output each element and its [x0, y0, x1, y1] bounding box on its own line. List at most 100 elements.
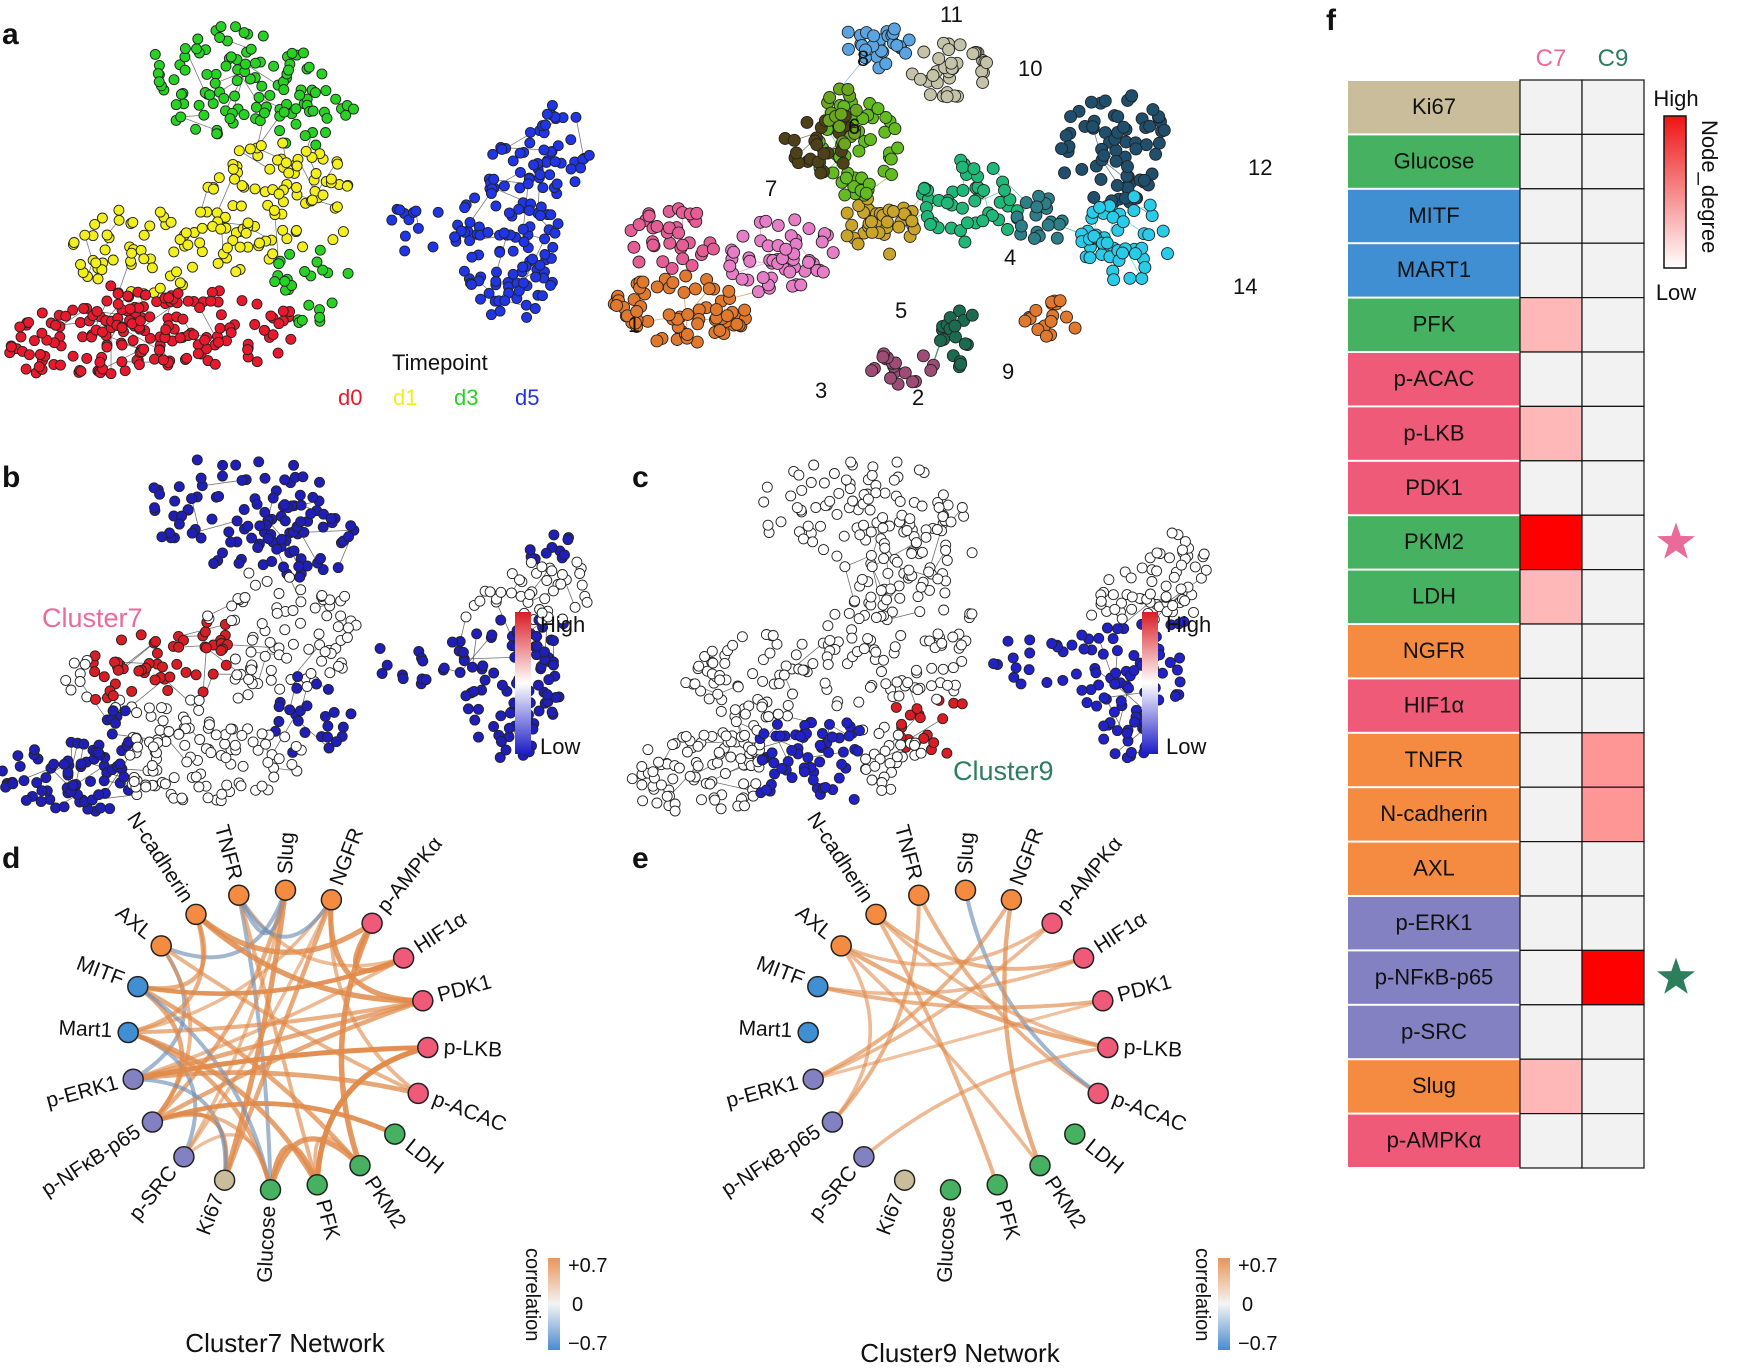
node-label: p-AMPKα: [373, 833, 448, 918]
row-label-box: [1348, 244, 1520, 297]
node-tnfr: [228, 884, 250, 906]
cell-c9: [1581, 1058, 1645, 1115]
node-label: HIF1α: [1090, 907, 1151, 958]
cell-c7: [1519, 188, 1583, 244]
node-tnfr: [908, 884, 930, 906]
cell-c9: [1581, 79, 1645, 136]
cluster9-highlight-graph: [626, 456, 1212, 817]
cell-c9: [1581, 732, 1645, 788]
node-mart1: [117, 1021, 139, 1044]
node-label: p-LKB: [1123, 1036, 1182, 1062]
corr-min-e: −0.7: [1238, 1333, 1277, 1355]
cluster7-highlight-graph: [0, 454, 593, 817]
node-label: LDH: [1081, 1135, 1128, 1179]
panel-label-c: c: [632, 461, 649, 494]
cluster-number-10: 10: [1018, 56, 1042, 81]
timepoint-legend: d0 d1 d3 d5: [338, 385, 539, 410]
cell-c9: [1581, 242, 1645, 299]
node-label: MITF: [753, 952, 807, 991]
node-label: p-SRC: [125, 1161, 182, 1224]
heatmap-row: AXL: [1348, 840, 1645, 897]
colorbar-c: [1142, 612, 1158, 754]
row-label: MITF: [1408, 203, 1459, 228]
node-p-erk1: [802, 1068, 824, 1090]
node-mitf: [807, 975, 829, 998]
heatmap-row: HIF1α: [1348, 677, 1645, 734]
node-label: AXL: [111, 901, 156, 944]
node-label: PKM2: [360, 1172, 410, 1232]
node-label: p-ERK1: [44, 1071, 121, 1112]
node-label: Glucose: [253, 1205, 280, 1283]
node-ngfr: [1000, 889, 1023, 911]
node-label: HIF1α: [410, 907, 471, 958]
cluster-number-2: 2: [912, 385, 924, 410]
node-hif1-: [1072, 947, 1095, 969]
node-pfk: [986, 1174, 1008, 1196]
node-label: PFK: [991, 1197, 1024, 1242]
cell-c9: [1581, 623, 1645, 680]
cell-c7: [1519, 895, 1583, 952]
cluster9-network-title: Cluster9 Network: [860, 1338, 1060, 1368]
cell-c7: [1519, 242, 1583, 299]
node-label: p-ACAC: [1109, 1087, 1189, 1136]
colorbar-c-high: High: [1166, 612, 1211, 637]
heatmap-row: Ki67: [1348, 79, 1645, 136]
cell-c9: [1581, 786, 1645, 843]
timepoint-network-graph: [4, 21, 595, 380]
node-ngfr: [320, 889, 343, 911]
node-p-ampk-: [1041, 912, 1063, 934]
node-degree-low: Low: [1656, 280, 1696, 305]
node-label: p-ERK1: [724, 1071, 801, 1112]
heatmap-row: p-LKB: [1348, 405, 1645, 462]
cell-c7: [1519, 79, 1583, 136]
node-label: p-ACAC: [429, 1087, 509, 1136]
cluster-number-3: 3: [815, 378, 827, 403]
panel-label-e: e: [632, 842, 649, 875]
node-p-src: [173, 1146, 195, 1168]
row-label: MART1: [1397, 257, 1471, 282]
corr-title-d: correlation: [521, 1248, 543, 1341]
node-p-erk1: [122, 1068, 144, 1090]
cell-c9: [1581, 949, 1645, 1006]
row-label-box: [1348, 189, 1520, 243]
row-label-box: [1348, 81, 1520, 134]
node-label: MITF: [73, 952, 127, 991]
star-icon: [1657, 522, 1695, 559]
row-label-box: [1348, 1005, 1520, 1059]
cell-c9: [1581, 677, 1645, 734]
cell-c7: [1519, 949, 1583, 1006]
row-label: p-SRC: [1401, 1019, 1467, 1044]
node-label: N-cadherin: [122, 808, 197, 907]
heatmap-row: PFK: [1348, 297, 1645, 353]
cluster-number-9: 9: [1002, 359, 1014, 384]
cell-c7: [1519, 623, 1583, 680]
node-hif1-: [392, 947, 415, 969]
row-label: p-NFκB-p65: [1375, 964, 1494, 989]
timepoint-d5: d5: [515, 385, 539, 410]
heatmap-row: MITF: [1348, 188, 1645, 244]
row-label: p-ERK1: [1395, 910, 1472, 935]
row-label: Slug: [1412, 1073, 1456, 1098]
row-label: p-LKB: [1403, 420, 1464, 445]
node-slug: [274, 879, 297, 901]
corr-title-e: correlation: [1191, 1248, 1213, 1341]
row-label: Glucose: [1394, 148, 1475, 173]
node-ldh: [1064, 1123, 1086, 1145]
colorbar-c-low: Low: [1166, 734, 1206, 759]
node-ki67: [893, 1169, 916, 1191]
heatmap-row: NGFR: [1348, 623, 1645, 680]
heatmap-row: Glucose: [1348, 133, 1645, 190]
row-label-box: [1348, 570, 1520, 623]
row-label-box: [1348, 951, 1520, 1004]
cell-c9: [1581, 405, 1645, 462]
corr-max-e: +0.7: [1238, 1255, 1277, 1277]
heatmap-row: Slug: [1348, 1058, 1645, 1115]
node-label: NGFR: [1005, 825, 1048, 889]
row-label: N-cadherin: [1380, 801, 1488, 826]
row-label: TNFR: [1405, 747, 1464, 772]
node-p-lkb: [417, 1036, 439, 1059]
node-degree-colorbar: [1663, 115, 1687, 269]
row-label-box: [1348, 461, 1520, 515]
